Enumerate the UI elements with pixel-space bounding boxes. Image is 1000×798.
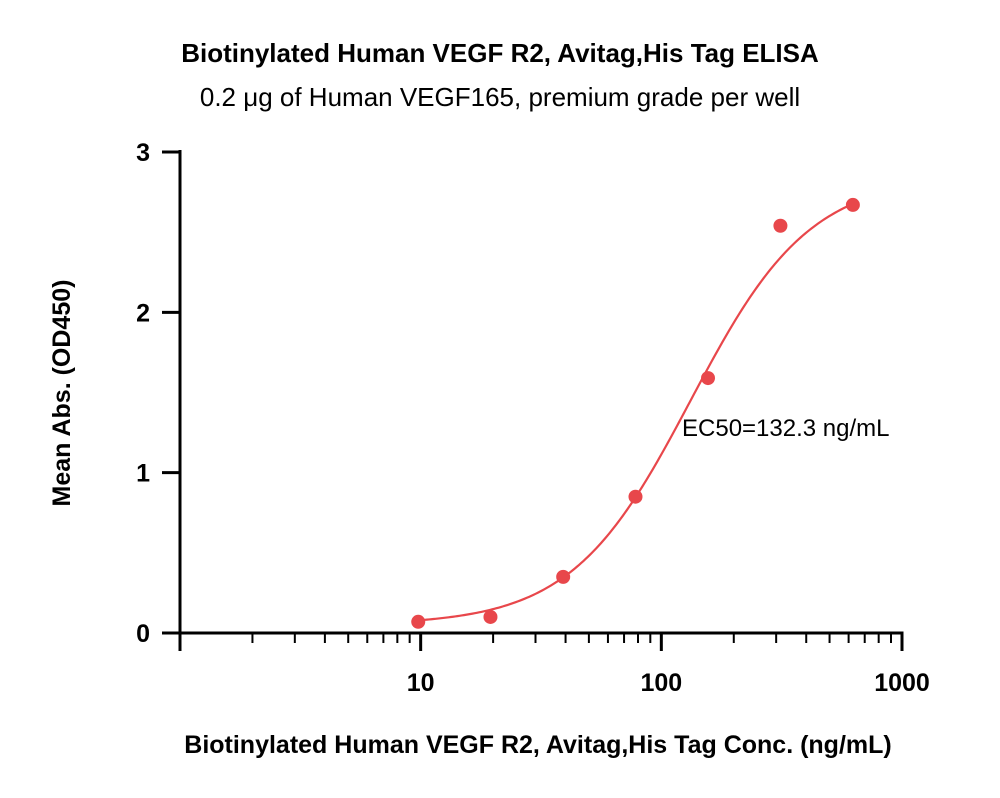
fit-curve-layer	[418, 202, 854, 622]
chart-subtitle: 0.2 μg of Human VEGF165, premium grade p…	[199, 82, 801, 112]
chart-title: Biotinylated Human VEGF R2, Avitag,His T…	[181, 38, 819, 68]
chart-axes: 0 1 2 3 10 100 1000	[136, 139, 930, 697]
ec50-annotation: EC50=132.3 ng/mL	[682, 415, 889, 442]
x-tick-label-100: 100	[640, 669, 682, 697]
y-tick-label-0: 0	[136, 620, 150, 648]
x-tick-label-1000: 1000	[874, 669, 930, 697]
y-tick-label-3: 3	[136, 139, 150, 167]
y-axis-title: Mean Abs. (OD450)	[48, 280, 76, 507]
x-axis-title: Biotinylated Human VEGF R2, Avitag,His T…	[184, 731, 891, 759]
data-point-6	[773, 218, 788, 233]
data-points-layer	[411, 197, 860, 629]
data-point-1	[411, 614, 426, 629]
data-point-3	[556, 569, 571, 584]
y-tick-label-1: 1	[136, 460, 150, 488]
data-point-4	[628, 489, 643, 504]
data-point-7	[845, 197, 860, 212]
x-tick-label-10: 10	[407, 669, 435, 697]
y-tick-label-2: 2	[136, 299, 150, 327]
data-point-2	[483, 609, 498, 624]
fit-curve	[418, 202, 854, 622]
data-point-5	[701, 371, 716, 386]
